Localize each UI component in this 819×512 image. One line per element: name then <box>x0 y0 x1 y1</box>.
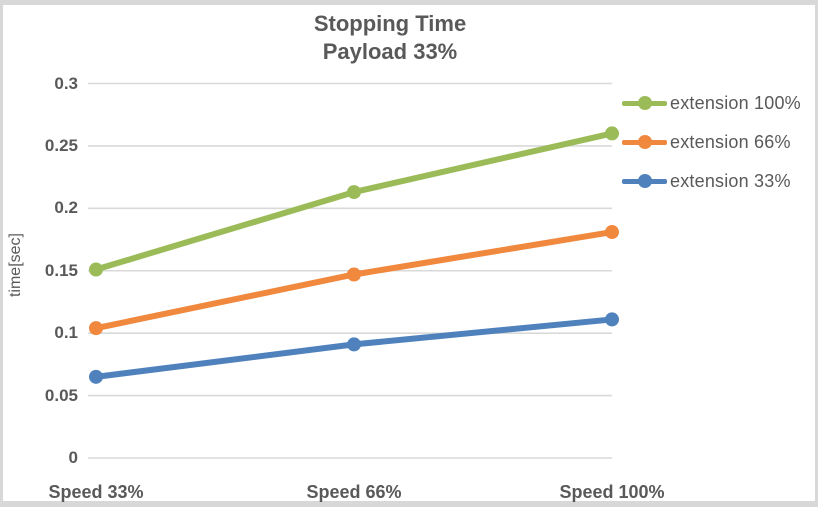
data-point-extension-33-speed-100 <box>605 312 619 327</box>
y-tick-label-0.2: 0.2 <box>54 198 78 218</box>
x-tick-label-speed-33: Speed 33% <box>48 482 144 502</box>
legend-line-marker-icon <box>622 174 667 188</box>
legend-label: extension 33% <box>670 170 791 191</box>
chart-title-line2: Payload 33% <box>322 39 458 64</box>
legend-label: extension 66% <box>670 131 791 152</box>
y-tick-label-0.15: 0.15 <box>44 260 78 280</box>
legend-label: extension 100% <box>670 92 801 113</box>
data-point-extension-100-speed-33 <box>89 262 103 277</box>
y-tick-label-0.25: 0.25 <box>44 135 78 155</box>
series-line-extension-100 <box>93 130 615 273</box>
data-point-extension-33-speed-33 <box>89 369 103 384</box>
legend-line-marker-icon <box>622 96 667 110</box>
chart-title-line1: Stopping Time <box>313 11 467 36</box>
data-point-extension-66-speed-100 <box>605 225 619 240</box>
data-point-extension-33-speed-66 <box>347 337 361 352</box>
y-tick-label-0.1: 0.1 <box>54 323 78 343</box>
chart-title: Stopping Time Payload 33% <box>0 10 780 66</box>
legend-marker-dot <box>638 174 652 188</box>
legend-item-extension-100: extension 100% <box>622 93 801 113</box>
y-tick-label-0: 0 <box>68 448 78 467</box>
legend-marker-dot <box>638 96 652 110</box>
data-point-extension-100-speed-100 <box>605 126 619 141</box>
data-point-extension-66-speed-33 <box>89 321 103 336</box>
data-point-extension-66-speed-66 <box>347 267 361 282</box>
legend-marker-dot <box>638 135 652 149</box>
x-tick-label-speed-100: Speed 100% <box>559 482 665 502</box>
y-tick-label-0.3: 0.3 <box>54 73 78 93</box>
legend-item-extension-33: extension 33% <box>622 171 801 191</box>
legend-item-extension-66: extension 66% <box>622 132 801 152</box>
data-point-extension-100-speed-66 <box>347 185 361 200</box>
y-tick-label-0.05: 0.05 <box>44 385 78 405</box>
chart-legend: extension 100% extension 66% extension 33% <box>622 93 801 210</box>
legend-line-marker-icon <box>622 135 667 149</box>
x-tick-label-speed-66: Speed 66% <box>306 482 402 502</box>
